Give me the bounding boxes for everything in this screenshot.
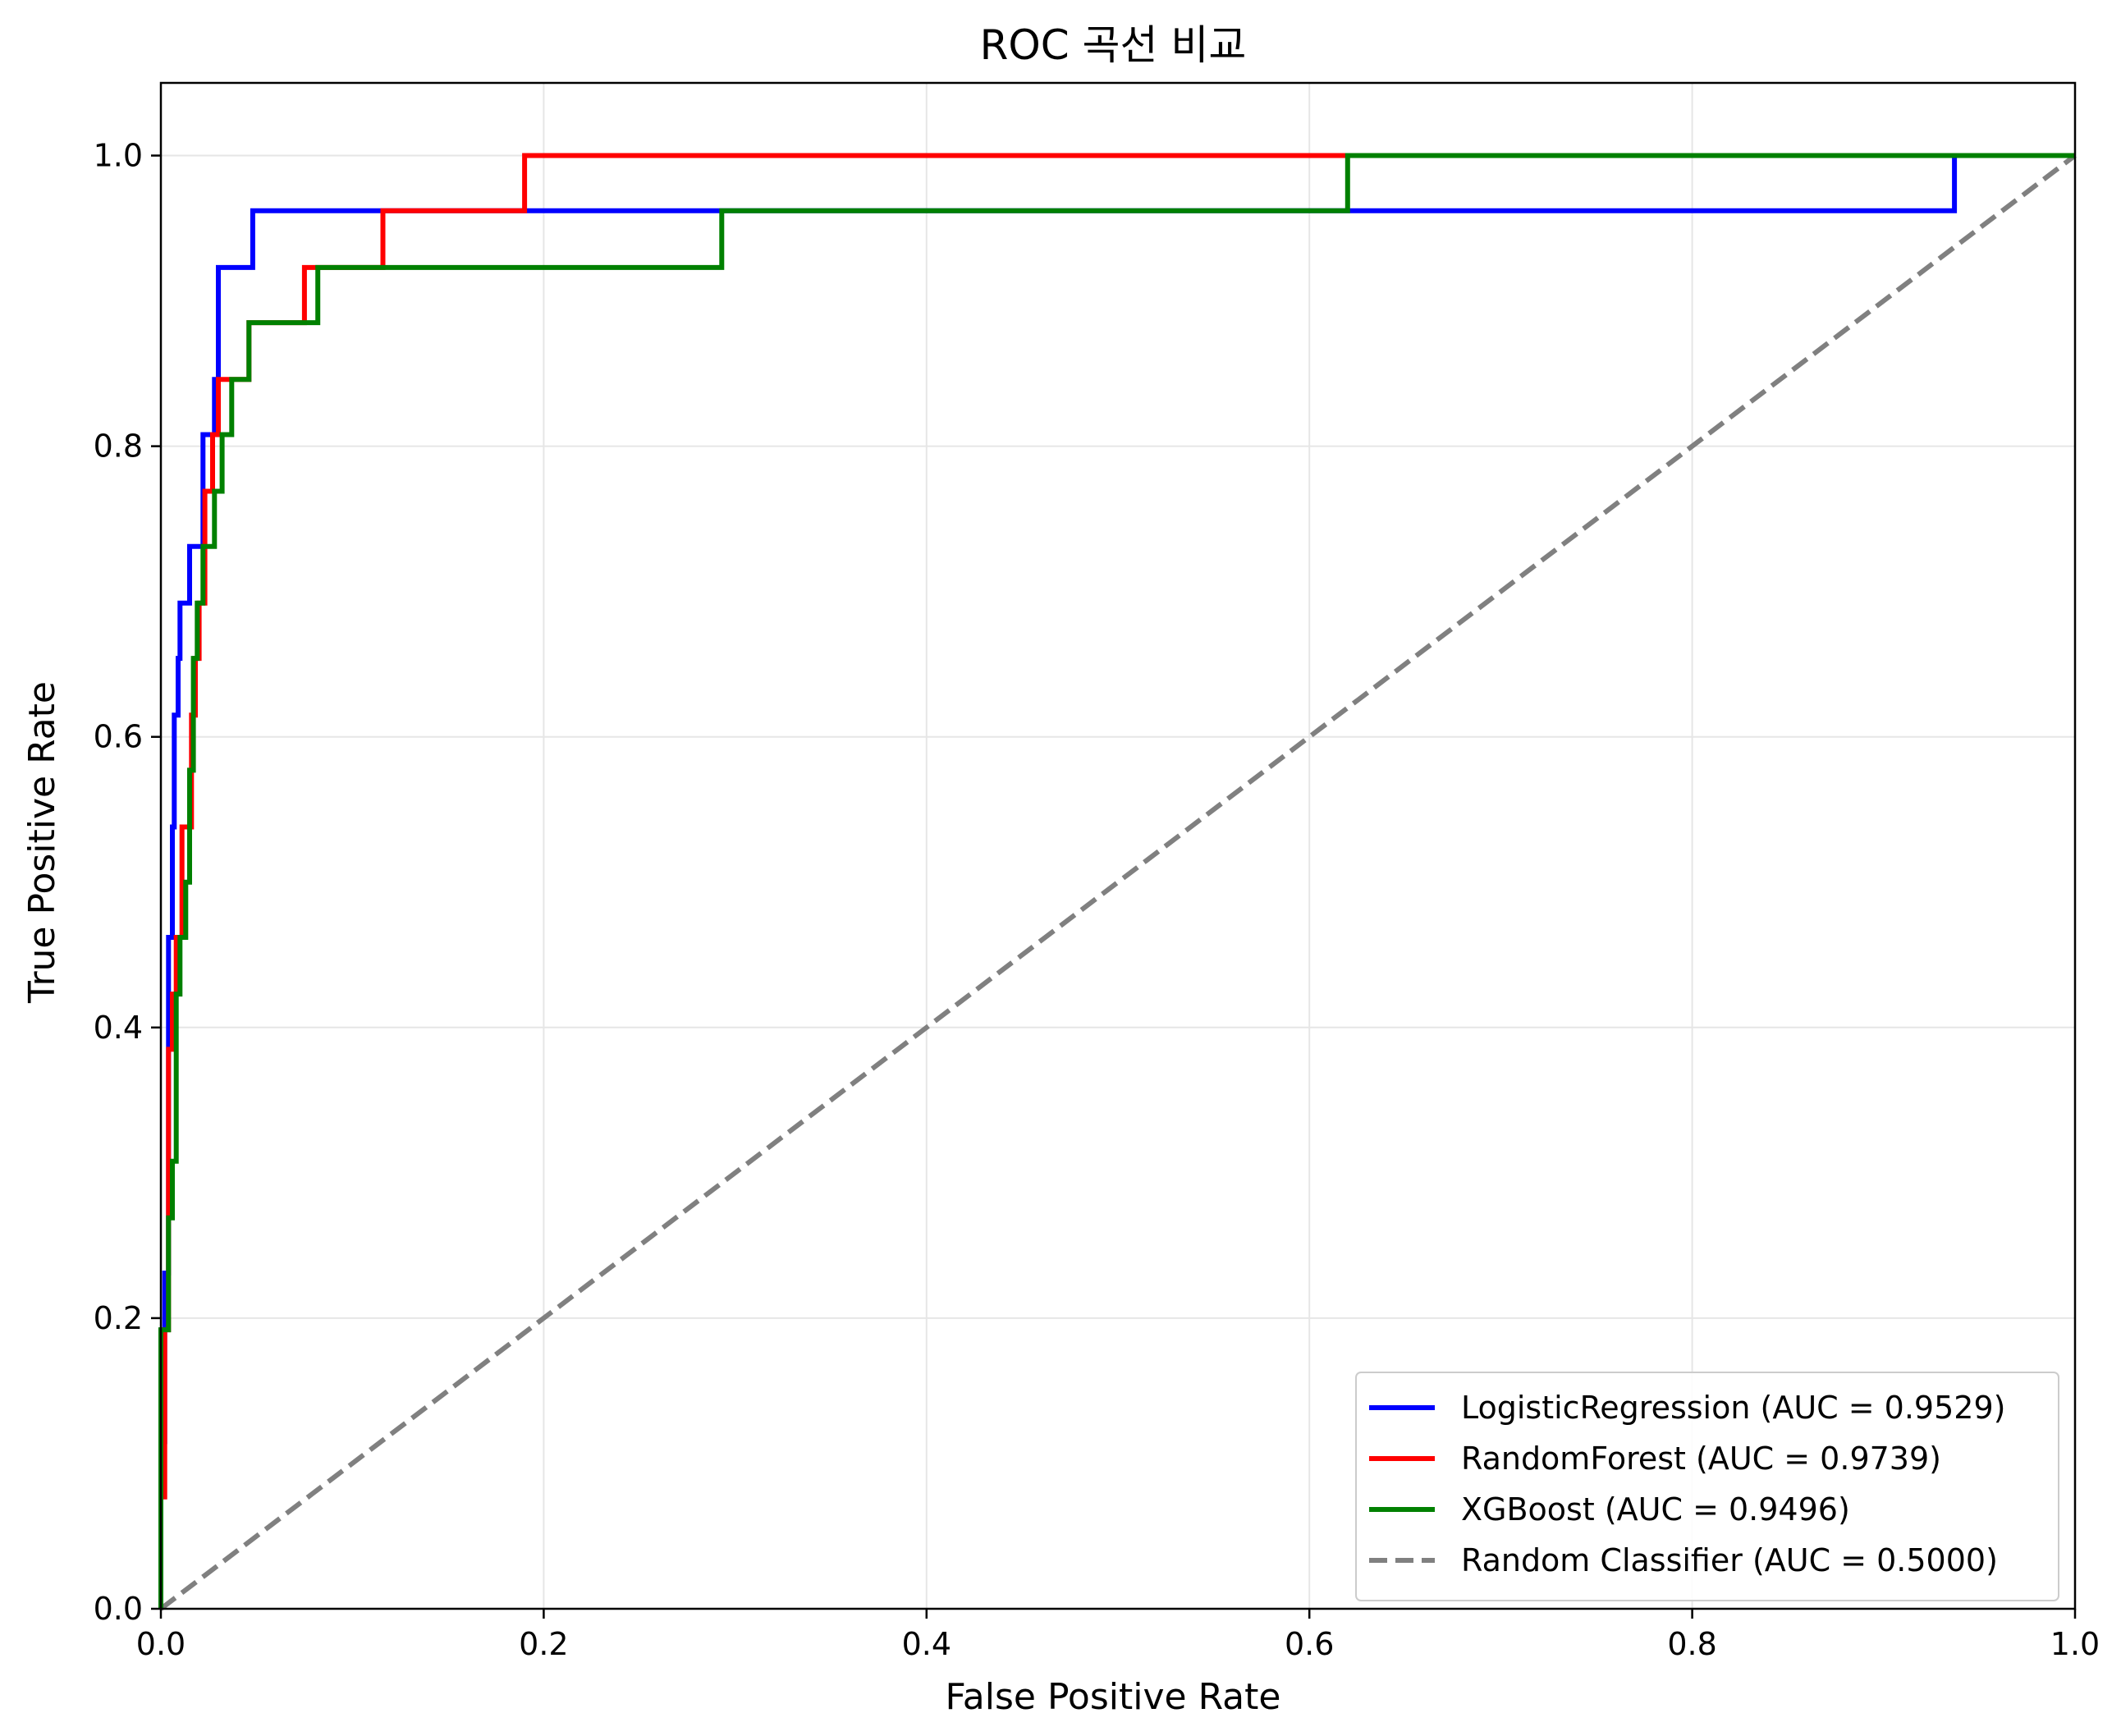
plot-area [158,153,2077,1611]
legend-box [1355,1372,2059,1601]
y-tick-label: 0.4 [94,1010,143,1046]
legend-items: LogisticRegression (AUC = 0.9529) RandomF… [1369,1390,2005,1578]
x-tick-label: 0.4 [902,1626,951,1662]
x-axis-title: False Positive Rate [946,1676,1281,1718]
y-tick-label: 0.0 [94,1591,143,1627]
y-tick-label: 0.6 [94,719,143,755]
x-tick-label: 0.8 [1667,1626,1716,1662]
y-tick-label: 1.0 [94,138,143,174]
y-tick-label: 0.8 [94,428,143,465]
x-tick-label: 0.2 [519,1626,568,1662]
legend-label-0: LogisticRegression (AUC = 0.9529) [1461,1390,2005,1426]
x-tick-label: 1.0 [2050,1626,2100,1662]
series-line-3 [159,153,2077,1611]
legend-label-2: XGBoost (AUC = 0.9496) [1461,1491,1850,1528]
y-tick-label: 0.2 [94,1300,143,1336]
chart-title: ROC 곡선 비교 [980,21,1247,69]
legend: LogisticRegression (AUC = 0.9529) RandomF… [1355,1372,2059,1601]
legend-label-1: RandomForest (AUC = 0.9739) [1461,1441,1941,1477]
axis-ticks: 0.0 0.2 0.4 0.6 0.8 1.0 0.0 0.2 0.4 0.6 0.8 1.0 [94,138,2100,1662]
series-line-2 [158,153,2075,1609]
legend-label-3: Random Classifier (AUC = 0.5000) [1461,1542,1998,1578]
y-axis-title: True Positive Rate [21,681,63,1004]
x-tick-label: 0.6 [1285,1626,1334,1662]
axes-frame [159,81,2077,1610]
x-tick-label: 0.0 [136,1626,186,1662]
grid-lines [160,83,2076,1610]
